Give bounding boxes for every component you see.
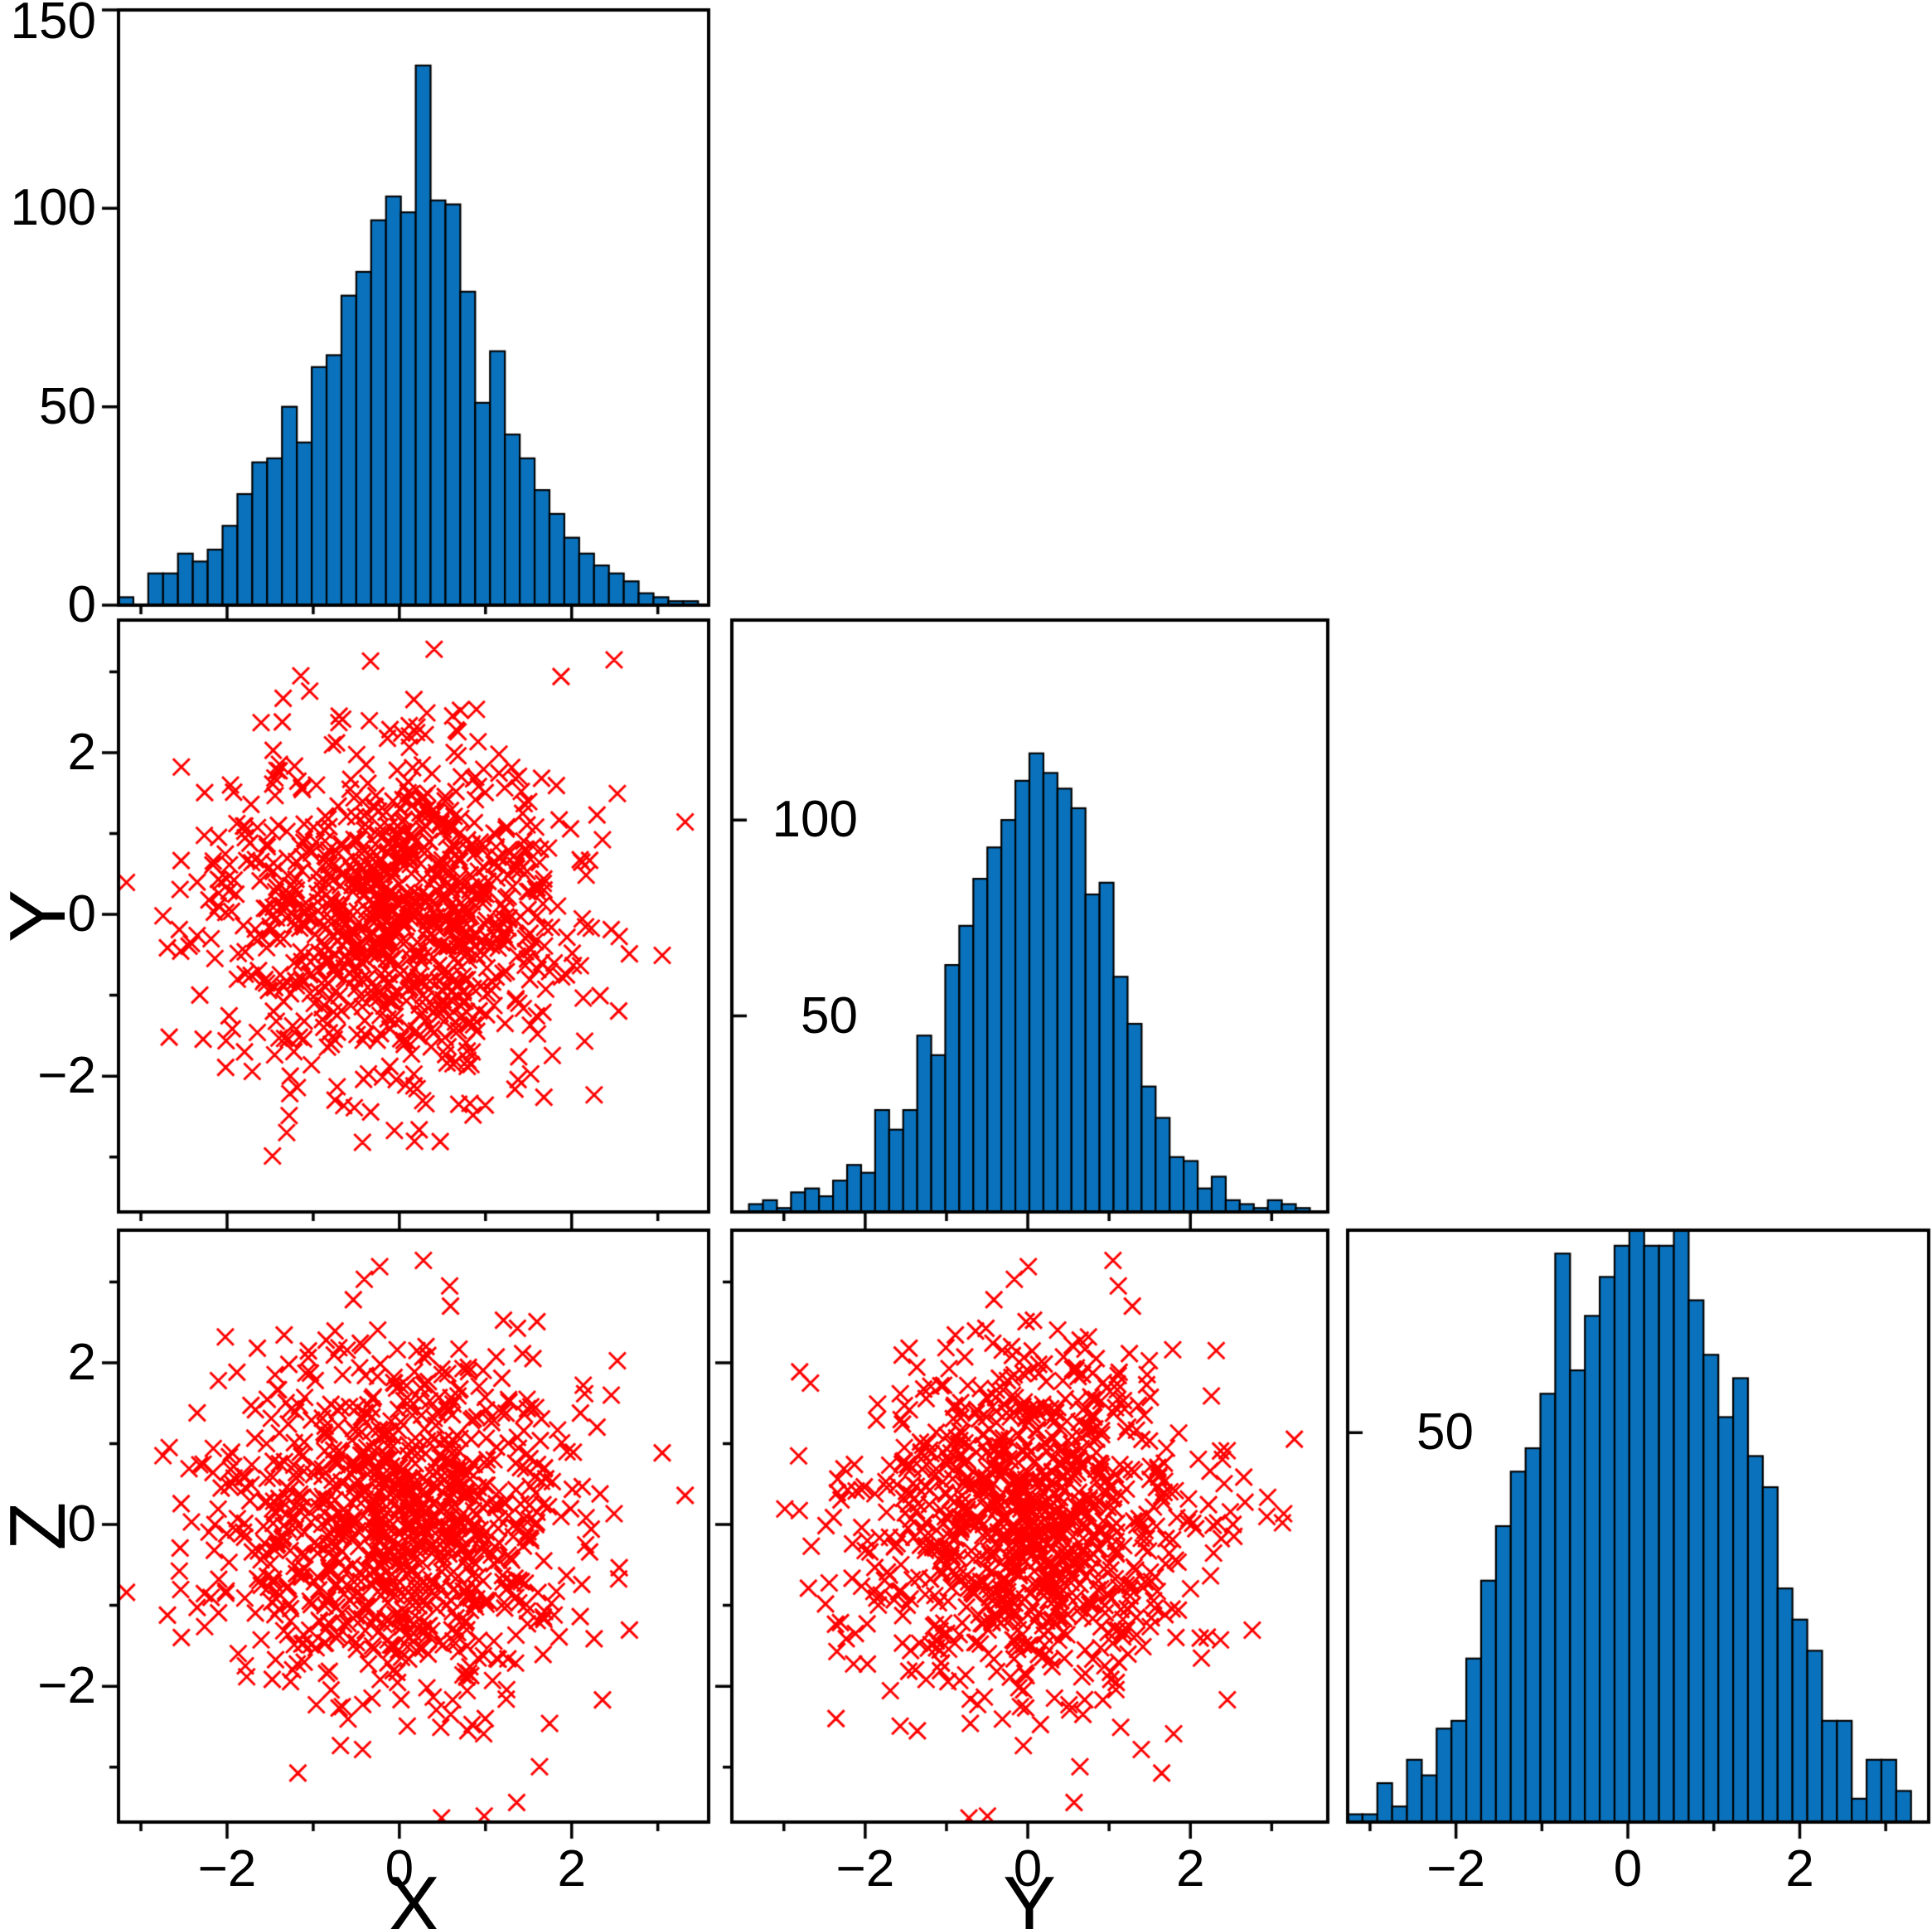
x-tick-label-scatter-XZ--2: −2	[197, 1840, 257, 1897]
x-tick-label-hist-Z-0: 0	[1613, 1840, 1643, 1897]
panel-histogram-x	[119, 10, 709, 605]
panel-scatter-x-y	[119, 620, 709, 1212]
x-tick-label-scatter-XZ-0: 0	[385, 1840, 414, 1897]
y-tick-label-hist-X-0: 0	[67, 576, 96, 633]
y-tick-label-scatter-XZ-2: 2	[67, 1333, 96, 1391]
y-tick-label-hist-Z-50: 50	[1416, 1403, 1474, 1461]
y-tick-label-scatter-XZ-0: 0	[67, 1495, 96, 1553]
panel-histogram-y	[732, 620, 1328, 1212]
y-tick-label-hist-X-150: 150	[10, 0, 96, 50]
y-tick-label-hist-Y-50: 50	[801, 986, 858, 1044]
x-tick-label-scatter-YZ--2: −2	[835, 1840, 895, 1897]
x-tick-label-hist-Z--2: −2	[1426, 1840, 1486, 1897]
panel-scatter-y-z	[732, 1230, 1328, 1822]
y-tick-label-scatter-XY-2: 2	[67, 723, 96, 781]
y-tick-label-scatter-XY--2: −2	[37, 1047, 96, 1105]
x-tick-label-scatter-YZ-2: 2	[1175, 1840, 1205, 1897]
x-tick-label-scatter-XZ-2: 2	[557, 1840, 586, 1897]
y-tick-label-hist-Y-100: 100	[772, 791, 858, 849]
x-axis-label-X: X	[386, 1860, 441, 1929]
y-tick-label-scatter-XY-0: 0	[67, 885, 96, 943]
panel-scatter-x-z	[119, 1230, 709, 1822]
x-tick-label-scatter-YZ-0: 0	[1013, 1840, 1043, 1897]
y-axis-label-Z: Z	[0, 1501, 82, 1551]
x-axis-label-Y: Y	[1002, 1860, 1057, 1929]
y-tick-label-scatter-XZ--2: −2	[37, 1657, 96, 1715]
y-tick-label-hist-X-100: 100	[10, 179, 96, 237]
y-axis-label-Y: Y	[0, 889, 82, 943]
y-tick-label-hist-X-50: 50	[39, 377, 96, 435]
panel-histogram-z	[1348, 1230, 1929, 1822]
x-tick-label-hist-Z-2: 2	[1785, 1840, 1814, 1897]
